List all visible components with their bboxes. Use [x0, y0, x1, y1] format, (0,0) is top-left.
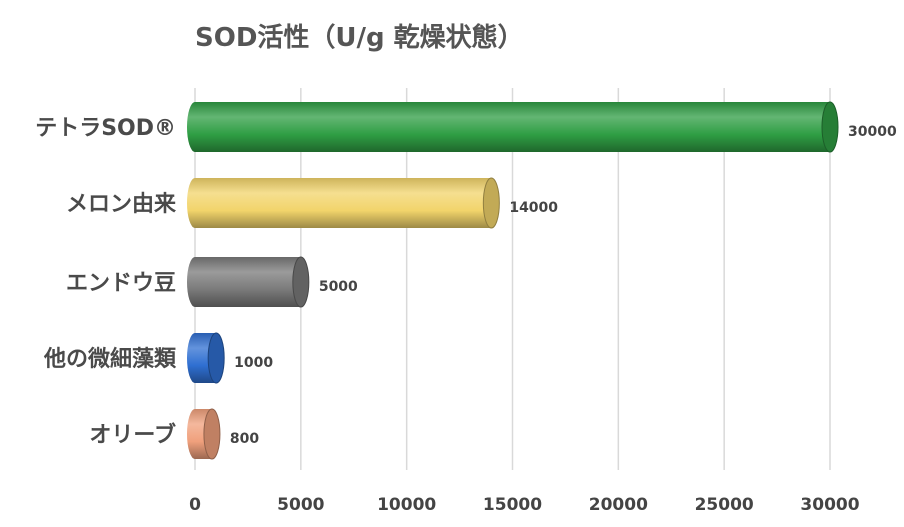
- bar: [187, 177, 500, 229]
- bar: [187, 332, 225, 384]
- x-tick-label: 0: [189, 495, 201, 515]
- x-tick-label: 25000: [695, 495, 754, 515]
- category-label: テトラSOD®: [35, 116, 176, 141]
- x-tick-label: 10000: [377, 495, 436, 515]
- chart-title: SOD活性（U/g 乾燥状態）: [195, 22, 524, 53]
- bar-end-cap: [821, 101, 839, 153]
- category-label: メロン由来: [66, 192, 177, 217]
- x-tick-label: 15000: [483, 495, 542, 515]
- labels-layer: 0 5000 10000 15000 20000 25000 30000 テトラSOD® 300…: [35, 116, 897, 515]
- bar-end-cap: [207, 332, 225, 384]
- category-label: エンドウ豆: [66, 271, 176, 296]
- bar-end-cap: [203, 408, 221, 460]
- bar-body: [195, 102, 830, 152]
- category-label: 他の微細藻類: [43, 346, 177, 372]
- data-label: 5000: [319, 279, 358, 295]
- bar-end-cap: [482, 177, 500, 229]
- bar: [187, 256, 310, 308]
- x-tick-label: 20000: [589, 495, 648, 515]
- data-label: 800: [230, 431, 259, 447]
- x-tick-label: 30000: [800, 495, 859, 515]
- bar-end-cap: [292, 256, 310, 308]
- x-tick-label: 5000: [277, 495, 324, 515]
- bar-body: [195, 257, 301, 307]
- category-label: オリーブ: [89, 422, 176, 448]
- bar: [187, 408, 221, 460]
- bar-body: [195, 178, 492, 228]
- data-label: 1000: [234, 355, 273, 371]
- bars-layer: [187, 101, 839, 460]
- data-label: 30000: [848, 124, 897, 140]
- bar: [187, 101, 839, 153]
- data-label: 14000: [509, 200, 558, 216]
